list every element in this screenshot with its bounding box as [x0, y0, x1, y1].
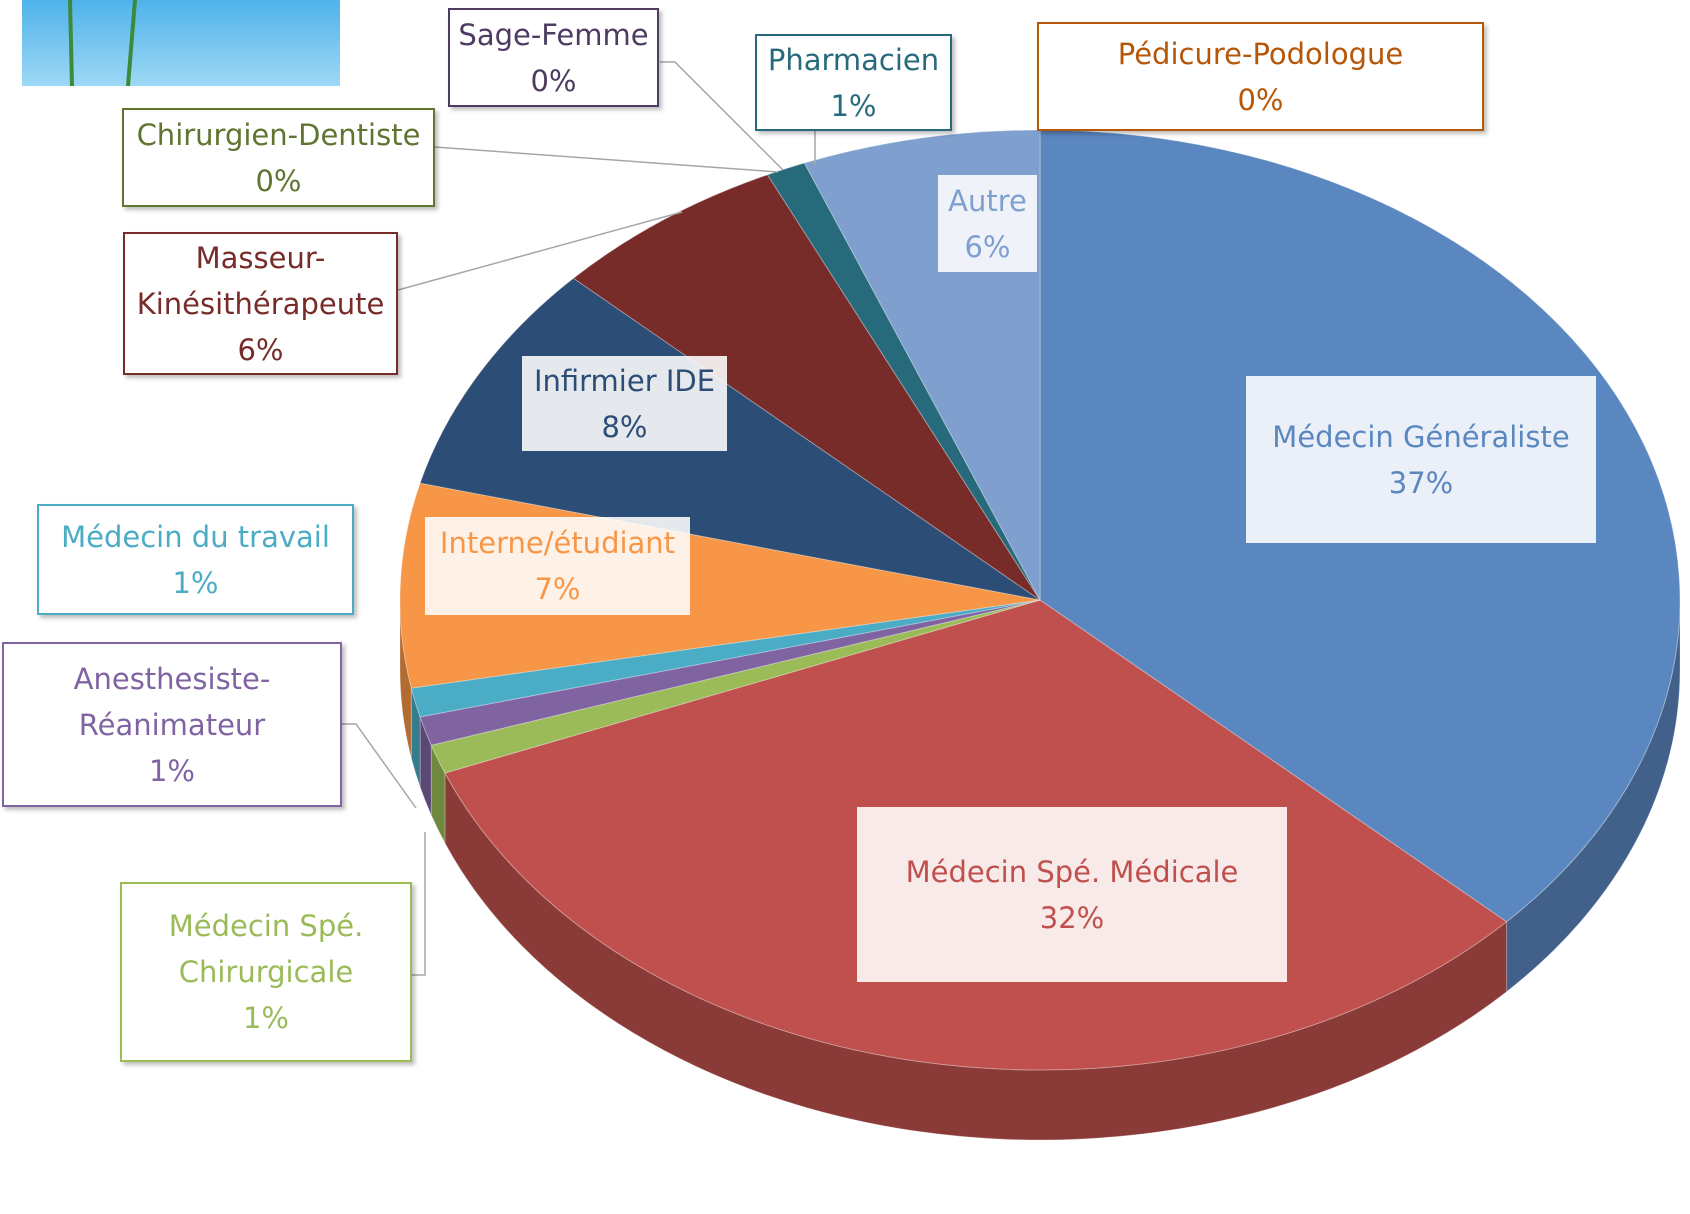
data-label: Masseur-Kinésithérapeute 6% [123, 232, 398, 375]
data-label: Médecin Spé. Médicale 32% [857, 807, 1287, 982]
data-label: Infirmier IDE 8% [522, 356, 727, 451]
data-label: Médecin Spé. Chirurgicale 1% [120, 882, 412, 1062]
category-label: Autre [948, 183, 1027, 218]
value-label: 6% [237, 332, 284, 367]
value-label: 0% [255, 163, 302, 198]
category-label: Sage-Femme [458, 17, 649, 52]
slices [399, 129, 1681, 1141]
data-label: Sage-Femme 0% [448, 8, 659, 107]
slice [766, 162, 1041, 601]
value-label: 1% [242, 1001, 289, 1035]
leader-lines [342, 61, 816, 976]
category-label: Chirurgien-Dentiste [136, 117, 421, 152]
data-label: Médecin du travail 1% [37, 504, 354, 615]
leader-line [660, 61, 784, 171]
category-label: Médecin Généraliste [1272, 419, 1570, 454]
value-label: 37% [1388, 465, 1454, 500]
category-label: Médecin Spé. Médicale [905, 854, 1239, 889]
value-label: 32% [1039, 900, 1105, 935]
value-label: 0% [530, 63, 577, 98]
value-label: 1% [172, 565, 219, 600]
data-label: Pharmacien 1% [755, 34, 952, 131]
value-label: 6% [964, 229, 1011, 264]
slice [430, 599, 1041, 774]
data-label: Pédicure-Podologue 0% [1037, 22, 1484, 131]
leader-line [342, 723, 417, 809]
value-label: 1% [148, 753, 195, 788]
data-label: Chirurgien-Dentiste 0% [122, 108, 435, 207]
data-label: Interne/étudiant 7% [425, 517, 690, 615]
value-label: 8% [601, 409, 648, 444]
decorative-stems [68, 0, 137, 87]
data-label: Médecin Généraliste 37% [1246, 376, 1596, 543]
decorative-image [22, 0, 340, 86]
category-label: Médecin du travail [61, 519, 330, 554]
category-label: Infirmier IDE [533, 363, 716, 398]
category-label: Pharmacien [767, 42, 940, 77]
value-label: 7% [534, 572, 581, 606]
slice [410, 599, 1041, 718]
category-label: Pédicure-Podologue [1117, 36, 1404, 71]
leader-line [412, 832, 426, 976]
category-label: Médecin Spé. Chirurgicale [168, 909, 364, 989]
category-label: Interne/étudiant [439, 526, 676, 560]
leader-line [397, 211, 683, 291]
slice [572, 174, 1041, 601]
category-label: Anesthesiste-Réanimateur [73, 661, 271, 742]
value-label: 1% [830, 88, 877, 123]
data-label: Autre 6% [938, 175, 1037, 272]
value-label: 0% [1237, 82, 1284, 117]
leader-line [434, 146, 779, 173]
slice [419, 599, 1041, 746]
category-label: Masseur-Kinésithérapeute [136, 240, 385, 321]
data-label: Anesthesiste-Réanimateur 1% [2, 642, 342, 807]
